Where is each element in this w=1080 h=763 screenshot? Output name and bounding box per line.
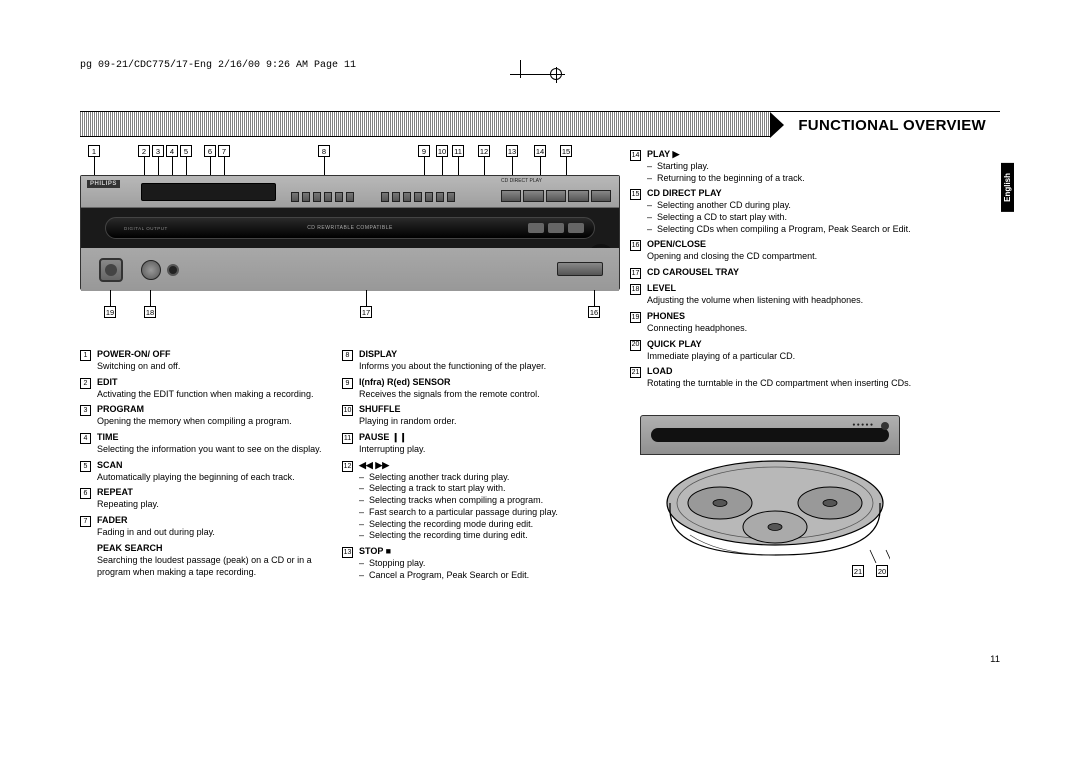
function-item: 2EDITActivating the EDIT function when m… [80,377,330,401]
function-item: 20QUICK PLAYImmediate playing of a parti… [630,339,926,363]
function-item: 5SCANAutomatically playing the beginning… [80,460,330,484]
callout-15: 15 [560,145,572,157]
callout-21: 21 [852,565,864,577]
functions-col-3: 14PLAY ▶Starting play.Returning to the b… [630,149,926,394]
callout-16: 16 [588,306,600,318]
callout-13: 13 [506,145,518,157]
brand-label: PHILIPS [87,180,120,188]
functions-col-2: 8DISPLAYInforms you about the functionin… [342,349,592,585]
phones-jack [167,264,179,276]
callout-7: 7 [218,145,230,157]
callout-14: 14 [534,145,546,157]
function-item: 1POWER-ON/ OFFSwitching on and off. [80,349,330,373]
top-callouts: 123456789101112131415 [80,145,620,175]
function-item: 14PLAY ▶Starting play.Returning to the b… [630,149,926,184]
function-item: 3PROGRAMOpening the memory when compilin… [80,404,330,428]
function-item: PEAK SEARCHSearching the loudest passage… [80,543,330,578]
level-knob [141,260,161,280]
function-item: 18LEVELAdjusting the volume when listeni… [630,283,926,307]
callout-3: 3 [152,145,164,157]
function-item: 9I(nfra) R(ed) SENSORReceives the signal… [342,377,592,401]
language-tab: English [1001,163,1014,212]
callout-20: 20 [876,565,888,577]
callout-11: 11 [452,145,464,157]
function-item: 6REPEATRepeating play. [80,487,330,511]
callout-5: 5 [180,145,192,157]
function-item: 15CD DIRECT PLAYSelecting another CD dur… [630,188,926,235]
callout-9: 9 [418,145,430,157]
bottom-callouts: 19 18 17 16 [80,290,620,320]
display-window [141,183,276,201]
power-button [99,258,123,282]
function-item: 11PAUSE ❙❙Interrupting play. [342,432,592,456]
function-item: 7FADERFading in and out during play. [80,515,330,539]
functions-col-1: 1POWER-ON/ OFFSwitching on and off. 2EDIT… [80,349,330,582]
function-item: 16OPEN/CLOSEOpening and closing the CD c… [630,239,926,263]
callout-6: 6 [204,145,216,157]
crop-marks [510,60,570,80]
function-item: 21LOADRotating the turntable in the CD c… [630,366,926,390]
cd-tray-slot: DIGITAL OUTPUT CD REWRITABLE COMPATIBLE [105,217,595,239]
function-item: 10SHUFFLEPlaying in random order. [342,404,592,428]
cd-tray-open-diagram: ● ● ● ● ● 2120 [640,415,910,581]
function-item: 8DISPLAYInforms you about the functionin… [342,349,592,373]
callout-1: 1 [88,145,100,157]
callout-12: 12 [478,145,490,157]
function-item: 4TIMESelecting the information you want … [80,432,330,456]
function-item: 19PHONESConnecting headphones. [630,311,926,335]
page-title: FUNCTIONAL OVERVIEW [770,112,1000,138]
callout-4: 4 [166,145,178,157]
callout-17: 17 [360,306,372,318]
title-bar: FUNCTIONAL OVERVIEW [80,111,1000,137]
open-close-button [557,262,603,276]
callout-19: 19 [104,306,116,318]
callout-8: 8 [318,145,330,157]
callout-18: 18 [144,306,156,318]
page-number: 11 [990,654,1000,665]
cd-direct-play-keys: CD DIRECT PLAY [501,184,611,202]
cd-player-front-diagram: PHILIPS CD DIRECT PLAY [80,175,620,290]
callout-2: 2 [138,145,150,157]
callout-10: 10 [436,145,448,157]
function-item: 13STOP ■Stopping play.Cancel a Program, … [342,546,592,581]
function-item: 12◀◀ ▶▶Selecting another track during pl… [342,460,592,542]
function-item: 17CD CAROUSEL TRAY [630,267,926,279]
